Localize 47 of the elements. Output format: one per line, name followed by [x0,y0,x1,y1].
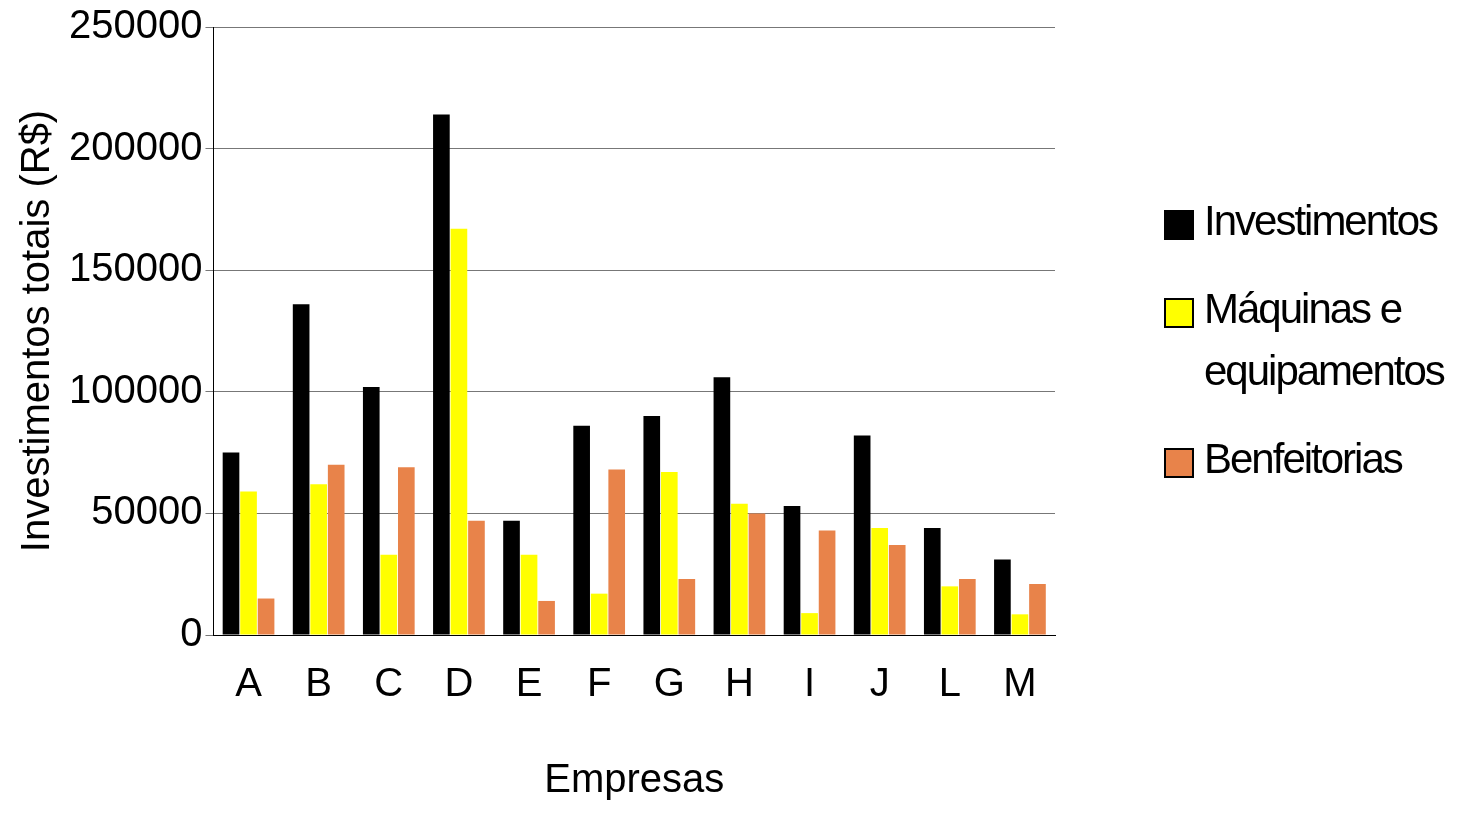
bar [731,503,748,635]
bar [398,467,415,635]
bar [590,593,608,635]
bar [959,579,976,635]
x-tick-label: M [1003,660,1037,705]
bar [257,598,275,635]
x-tick-label: J [869,660,890,705]
x-tick-label: H [724,660,754,705]
x-tick-label: G [653,660,685,705]
bar [660,472,678,635]
x-tick-label: F [586,660,612,705]
bar [520,554,538,635]
legend-label: Investimentos [1204,196,1438,246]
y-tick-label: 200000 [68,123,203,168]
legend-label: Benfeitorias [1204,434,1402,484]
bar [327,464,345,635]
bar [888,545,906,635]
x-tick-label: L [938,660,961,705]
bar [678,579,696,635]
x-axis-title: Empresas [544,756,725,801]
y-tick-label: 150000 [68,245,203,290]
x-tick-label: C [374,660,404,705]
legend-label: Máquinas e equipamentos [1204,284,1446,396]
bar [380,554,398,635]
x-tick-label: A [235,660,263,705]
bar [240,491,257,635]
bar [310,484,327,635]
x-tick-label: D [444,660,474,705]
bar [468,520,485,635]
bar [1029,583,1046,635]
bar [871,527,889,635]
x-tick-label: E [515,660,543,705]
bar [538,600,555,635]
bar [941,586,959,635]
bar [801,613,818,635]
bar [818,530,836,635]
bar [748,513,766,635]
y-tick-label: 50000 [91,488,203,533]
y-tick-label: 250000 [68,2,203,47]
bar [450,228,468,635]
bar [608,469,626,635]
x-tick-label: B [305,660,333,705]
y-tick-label: 100000 [68,366,203,411]
y-tick-label: 0 [180,610,203,655]
y-axis-title: Investimentos totais (R$) [13,109,58,553]
bar [1011,614,1029,635]
x-tick-label: I [803,660,816,705]
